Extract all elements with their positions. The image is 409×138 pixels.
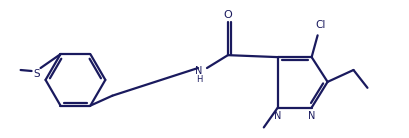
Text: N: N [195, 66, 202, 76]
Text: O: O [223, 10, 232, 20]
Text: N: N [307, 111, 315, 120]
Text: Cl: Cl [315, 20, 325, 30]
Text: N: N [273, 111, 281, 120]
Text: H: H [196, 75, 202, 84]
Text: S: S [33, 69, 40, 79]
